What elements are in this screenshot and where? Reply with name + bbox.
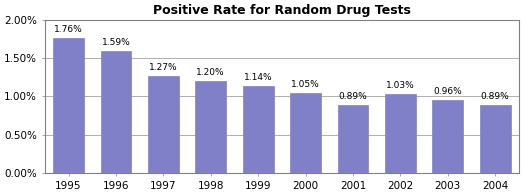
Bar: [243, 86, 274, 173]
Bar: [433, 99, 463, 173]
Text: 1.27%: 1.27%: [149, 63, 178, 72]
Text: 1.76%: 1.76%: [54, 25, 83, 34]
Text: 0.96%: 0.96%: [434, 87, 462, 96]
Bar: [53, 38, 84, 173]
Title: Positive Rate for Random Drug Tests: Positive Rate for Random Drug Tests: [153, 4, 411, 17]
Text: 1.14%: 1.14%: [244, 73, 272, 82]
Text: 0.89%: 0.89%: [338, 92, 367, 101]
Bar: [385, 94, 416, 173]
Text: 1.05%: 1.05%: [291, 80, 320, 89]
Bar: [195, 81, 226, 173]
Bar: [100, 51, 131, 173]
Text: 1.20%: 1.20%: [197, 68, 225, 77]
Bar: [337, 105, 368, 173]
Bar: [148, 76, 179, 173]
Text: 0.89%: 0.89%: [481, 92, 509, 101]
Text: 1.59%: 1.59%: [101, 38, 130, 47]
Text: 1.03%: 1.03%: [386, 81, 415, 90]
Bar: [480, 105, 510, 173]
Bar: [290, 93, 321, 173]
